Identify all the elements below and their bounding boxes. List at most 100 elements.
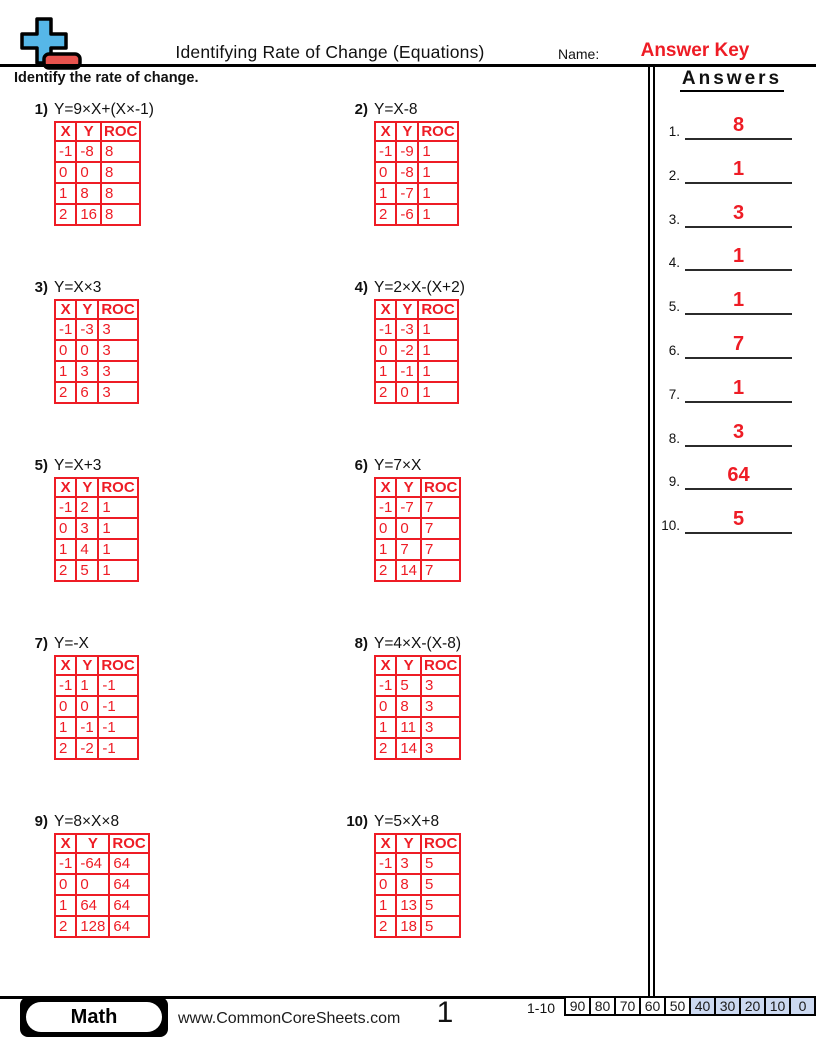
roc-table-row: 1 -1 1 — [373, 360, 459, 383]
problem-block: 8) Y=4×X-(X-8) X Y ROC -1 5 3 0 8 3 1 11 3 2 14 3 — [342, 635, 642, 760]
roc-table-cell: 8 — [100, 203, 142, 226]
problem-block: 7) Y=-X X Y ROC -1 1 -1 0 0 -1 1 -1 -1 2 -2 -1 — [22, 635, 322, 760]
answer-number: 3. — [668, 212, 680, 227]
roc-table-cell: -1 — [395, 360, 420, 383]
roc-table: X Y ROC -1 5 3 0 8 3 1 11 3 2 14 3 — [373, 655, 462, 760]
roc-table-cell: 1 — [53, 538, 78, 561]
problem-equation: Y=-X — [54, 635, 89, 652]
roc-table-cell: 1 — [53, 182, 78, 205]
roc-col-header: X — [53, 299, 78, 320]
problem-equation: Y=X-8 — [374, 101, 418, 118]
problem-header: 8) Y=4×X-(X-8) — [342, 635, 642, 653]
roc-table-cell: -7 — [395, 496, 423, 519]
roc-table-cell: 1 — [373, 538, 398, 561]
roc-table-cell: 1 — [97, 538, 139, 561]
name-label: Name: — [558, 46, 600, 62]
problem-equation: Y=5×X+8 — [374, 813, 440, 830]
answer-number: 7. — [668, 387, 680, 402]
roc-table-row: 0 0 -1 — [53, 695, 139, 718]
problem-block: 4) Y=2×X-(X+2) X Y ROC -1 -3 1 0 -2 1 1 -1 1 2 0 1 — [342, 279, 642, 404]
roc-table-header-row: X Y ROC — [53, 299, 139, 320]
roc-col-header: X — [373, 655, 398, 676]
roc-table-cell: 0 — [395, 381, 420, 404]
roc-table-cell: 14 — [395, 559, 423, 582]
answer-item: 3. 3 — [652, 196, 792, 228]
roc-table-cell: 8 — [75, 182, 103, 205]
roc-col-header: X — [53, 833, 78, 854]
roc-table-row: -1 -3 1 — [373, 318, 459, 341]
roc-table-cell: 8 — [395, 873, 423, 896]
roc-table-cell: 13 — [395, 894, 423, 917]
roc-table-cell: 0 — [373, 695, 398, 718]
problem-header: 5) Y=X+3 — [22, 457, 322, 475]
roc-col-header: Y — [75, 121, 103, 142]
roc-table-cell: 0 — [75, 339, 100, 362]
answer-value: 7 — [685, 331, 792, 359]
score-cell: 60 — [639, 996, 666, 1016]
roc-table-cell: 1 — [417, 360, 459, 383]
problem-number: 7) — [34, 635, 48, 652]
roc-table-cell: 7 — [395, 538, 423, 561]
roc-table-row: -1 -64 64 — [53, 852, 150, 875]
roc-table-cell: 0 — [373, 517, 398, 540]
roc-table: X Y ROC -1 -9 1 0 -8 1 1 -7 1 2 -6 1 — [373, 121, 459, 226]
problem-equation: Y=X×3 — [54, 279, 102, 296]
answer-value: 1 — [685, 287, 792, 315]
roc-table-cell: 1 — [75, 674, 100, 697]
roc-col-header: ROC — [100, 121, 142, 142]
roc-table-cell: 5 — [395, 674, 423, 697]
roc-table-cell: 0 — [75, 161, 103, 184]
roc-table-cell: -3 — [395, 318, 420, 341]
roc-table-cell: -64 — [75, 852, 111, 875]
roc-table-cell: 0 — [53, 339, 78, 362]
roc-table-cell: 5 — [420, 915, 462, 938]
roc-table: X Y ROC -1 -3 3 0 0 3 1 3 3 2 6 3 — [53, 299, 139, 404]
answer-item: 2. 1 — [652, 152, 792, 184]
score-cell: 30 — [714, 996, 741, 1016]
roc-col-header: Y — [395, 121, 420, 142]
roc-table-cell: 2 — [373, 737, 398, 760]
problem-header: 10) Y=5×X+8 — [342, 813, 642, 831]
answer-value: 3 — [685, 419, 792, 447]
answer-value: 8 — [685, 112, 792, 140]
problem-equation: Y=9×X+(X×-1) — [54, 101, 154, 118]
problem-header: 1) Y=9×X+(X×-1) — [22, 101, 322, 119]
roc-table-row: 2 -2 -1 — [53, 737, 139, 760]
answer-item: 5. 1 — [652, 283, 792, 315]
answer-number: 2. — [668, 168, 680, 183]
roc-table-cell: 7 — [420, 538, 462, 561]
roc-table-row: -1 -7 7 — [373, 496, 462, 519]
roc-table-cell: -1 — [53, 852, 78, 875]
roc-table-cell: 1 — [373, 716, 398, 739]
roc-table-cell: -1 — [75, 716, 100, 739]
problem-header: 3) Y=X×3 — [22, 279, 322, 297]
page-title: Identifying Rate of Change (Equations) — [175, 42, 485, 62]
roc-table-cell: 64 — [108, 873, 150, 896]
roc-col-header: X — [373, 477, 398, 498]
answers-column-divider — [648, 64, 655, 997]
roc-col-header: X — [373, 121, 398, 142]
score-cell: 20 — [739, 996, 766, 1016]
roc-table-row: -1 -9 1 — [373, 140, 459, 163]
roc-table-cell: 6 — [75, 381, 100, 404]
roc-table-cell: 2 — [373, 559, 398, 582]
roc-table: X Y ROC -1 -8 8 0 0 8 1 8 8 2 16 8 — [53, 121, 142, 226]
roc-table-cell: -1 — [97, 716, 139, 739]
roc-table-cell: 0 — [373, 339, 398, 362]
roc-table-cell: 1 — [417, 381, 459, 404]
roc-col-header: ROC — [420, 655, 462, 676]
answer-item: 6. 7 — [652, 327, 792, 359]
roc-table-cell: 1 — [53, 360, 78, 383]
roc-table-cell: 64 — [108, 852, 150, 875]
roc-table-row: 0 0 64 — [53, 873, 150, 896]
roc-table: X Y ROC -1 2 1 0 3 1 1 4 1 2 5 1 — [53, 477, 139, 582]
roc-table-header-row: X Y ROC — [373, 299, 459, 320]
roc-table-cell: -1 — [97, 737, 139, 760]
answer-item: 1. 8 — [652, 108, 792, 140]
roc-table-cell: 2 — [373, 915, 398, 938]
roc-table-row: -1 -3 3 — [53, 318, 139, 341]
